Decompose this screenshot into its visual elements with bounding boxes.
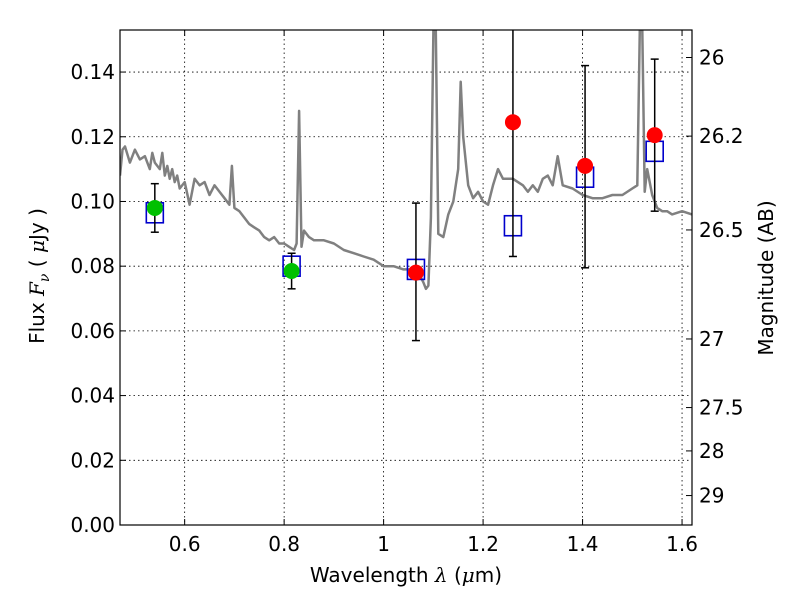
x-tick-label: 0.8 bbox=[268, 532, 300, 556]
y-axis-label-right: Magnitude (AB) bbox=[754, 200, 778, 355]
data-point bbox=[407, 264, 424, 281]
right-tick-label: 26 bbox=[699, 46, 724, 70]
x-axis-label: Wavelength λ (μm) bbox=[310, 563, 502, 587]
right-tick-label: 27 bbox=[699, 327, 724, 351]
y-tick-label: 0.08 bbox=[70, 254, 115, 278]
x-tick-label: 1.2 bbox=[467, 532, 499, 556]
y-tick-label: 0.02 bbox=[70, 448, 115, 472]
x-tick-label: 1 bbox=[377, 532, 390, 556]
x-tick-label: 1.4 bbox=[567, 532, 599, 556]
y-tick-label: 0.06 bbox=[70, 319, 115, 343]
right-tick-label: 27.5 bbox=[699, 396, 744, 420]
grid bbox=[120, 30, 692, 526]
right-tick-label: 26.5 bbox=[699, 218, 744, 242]
y-axis-label-left: Flux Fν ( μJy ) bbox=[25, 208, 53, 344]
right-tick-label: 28 bbox=[699, 439, 724, 463]
data-point bbox=[146, 199, 163, 216]
y-tick-label: 0.10 bbox=[70, 189, 115, 213]
right-tick-label: 26.2 bbox=[699, 124, 744, 148]
data-point bbox=[577, 157, 594, 174]
right-tick-label: 29 bbox=[699, 484, 724, 508]
y-tick-label: 0.00 bbox=[70, 513, 115, 537]
y-tick-label: 0.14 bbox=[70, 60, 115, 84]
x-tick-label: 1.6 bbox=[666, 532, 698, 556]
data-point bbox=[504, 114, 521, 131]
data-point bbox=[646, 127, 663, 144]
plot-area bbox=[120, 30, 692, 342]
y-tick-label: 0.04 bbox=[70, 384, 115, 408]
axis-ticks: 0.6 0.8 1 1.2 1.4 1.6 0.00 0.02 0.04 0.06 0.08 0.10… bbox=[70, 30, 744, 556]
plot-frame bbox=[119, 29, 693, 526]
x-tick-label: 0.6 bbox=[169, 532, 201, 556]
model-sed-line bbox=[120, 30, 692, 291]
y-tick-label: 0.12 bbox=[70, 125, 115, 149]
data-point bbox=[283, 263, 300, 280]
